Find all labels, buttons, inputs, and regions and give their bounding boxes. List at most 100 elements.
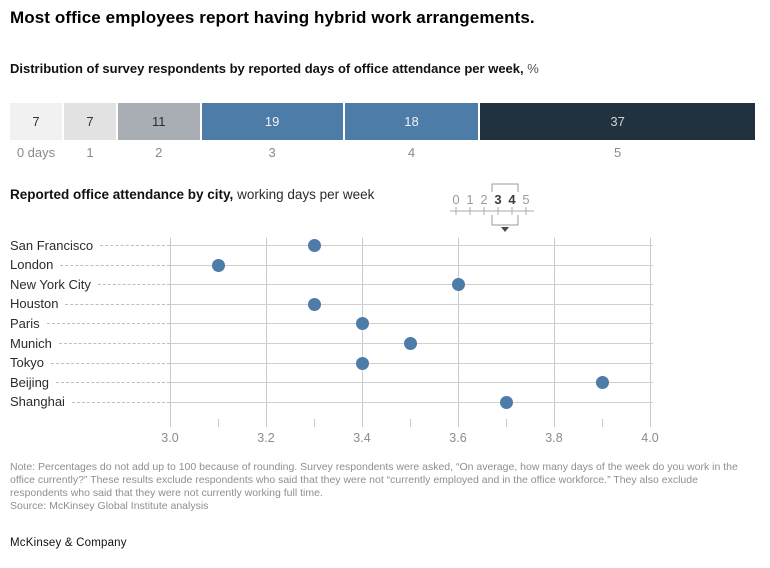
legend-arrow-down-icon bbox=[501, 227, 509, 232]
bar-segment-value: 7 bbox=[86, 114, 94, 129]
leader-dashes bbox=[97, 284, 170, 286]
city-row-label: San Francisco bbox=[10, 237, 170, 253]
row-line bbox=[170, 323, 653, 325]
city-row-label: Paris bbox=[10, 315, 170, 331]
x-tick-label: 3.0 bbox=[161, 431, 179, 445]
leader-dashes bbox=[58, 343, 170, 344]
bar-axis-label: 2 bbox=[155, 144, 163, 160]
x-tick-label: 4.0 bbox=[641, 431, 659, 445]
city-row-label: Shanghai bbox=[10, 394, 170, 410]
city-row-label: New York City bbox=[10, 276, 170, 292]
bar-axis-cell: 1 bbox=[64, 144, 116, 160]
data-point-San-Francisco bbox=[307, 239, 321, 252]
x-minor-tick bbox=[602, 419, 603, 427]
x-gridline bbox=[362, 238, 363, 427]
bar-axis-label: 1 bbox=[86, 144, 94, 160]
city-name: Munich bbox=[10, 335, 52, 351]
dot-chart-heading: Reported office attendance by city, work… bbox=[10, 187, 374, 202]
bar-axis-label: 3 bbox=[268, 144, 276, 160]
x-gridline bbox=[266, 238, 267, 427]
bar-chart-subtitle-text: Distribution of survey respondents by re… bbox=[10, 61, 524, 76]
bar-segment-value: 37 bbox=[610, 114, 625, 129]
bar-segment-value: 7 bbox=[32, 114, 40, 129]
data-point-New-York-City bbox=[451, 278, 465, 292]
legend-number-2: 2 bbox=[480, 192, 487, 207]
bar-segment-value: 19 bbox=[264, 114, 280, 129]
x-minor-tick bbox=[506, 419, 507, 427]
bar-segment-0-days: 7 bbox=[10, 103, 62, 140]
bar-axis-label: 0 days bbox=[16, 144, 56, 160]
row-line bbox=[170, 401, 653, 403]
bar-axis-label: 5 bbox=[614, 144, 622, 160]
city-name: Houston bbox=[10, 296, 59, 312]
city-row-label: Tokyo bbox=[10, 355, 170, 371]
x-minor-tick bbox=[218, 419, 219, 427]
bar-axis-cell: 0 days bbox=[10, 144, 62, 160]
data-point-London bbox=[211, 258, 225, 272]
dot-chart-heading-rest: working days per week bbox=[237, 187, 375, 202]
city-name: Shanghai bbox=[10, 394, 65, 410]
legend-top-bracket bbox=[491, 183, 519, 192]
bar-axis-cell: 2 bbox=[118, 144, 200, 160]
city-name: Beijing bbox=[10, 374, 50, 390]
x-minor-tick bbox=[410, 419, 411, 427]
city-name: London bbox=[10, 257, 54, 273]
bar-chart-subtitle: Distribution of survey respondents by re… bbox=[10, 61, 539, 76]
leader-dashes bbox=[56, 382, 170, 384]
x-tick-label: 3.6 bbox=[449, 431, 467, 445]
x-tick-label: 3.2 bbox=[257, 431, 275, 445]
data-point-Beijing bbox=[595, 376, 609, 390]
x-gridline bbox=[650, 238, 651, 427]
bar-segment-4: 18 bbox=[344, 103, 479, 140]
source-text: Source: McKinsey Global Institute analys… bbox=[10, 500, 209, 512]
data-point-Shanghai bbox=[499, 395, 513, 409]
leader-dashes bbox=[60, 264, 170, 266]
city-row-label: London bbox=[10, 257, 170, 273]
bar-segment-5: 37 bbox=[480, 103, 756, 140]
city-name: New York City bbox=[10, 276, 91, 292]
stacked-bar: 7 7 11 19 18 37 bbox=[10, 103, 756, 140]
bar-axis-cell: 4 bbox=[345, 144, 479, 160]
bar-axis-cell: 5 bbox=[480, 144, 755, 160]
legend-number-4: 4 bbox=[508, 192, 516, 207]
leader-dashes bbox=[65, 303, 170, 305]
x-gridline bbox=[458, 238, 459, 427]
leader-dashes bbox=[46, 323, 170, 325]
row-line bbox=[170, 382, 653, 384]
data-point-Houston bbox=[307, 297, 321, 311]
city-name: Paris bbox=[10, 315, 40, 331]
city-row-label: Munich bbox=[10, 335, 170, 351]
legend-number-3: 3 bbox=[494, 192, 501, 207]
data-point-Munich bbox=[403, 337, 417, 350]
row-line bbox=[170, 362, 653, 364]
leader-dashes bbox=[50, 362, 170, 364]
bar-chart-unit: % bbox=[527, 61, 539, 76]
x-gridline bbox=[554, 238, 555, 427]
legend-number-0: 0 bbox=[452, 192, 459, 207]
data-point-Paris bbox=[355, 317, 369, 331]
legend-number-1: 1 bbox=[466, 192, 473, 207]
city-name: San Francisco bbox=[10, 237, 94, 253]
data-point-Tokyo bbox=[355, 356, 369, 370]
leader-dashes bbox=[71, 401, 170, 403]
bar-segment-3: 19 bbox=[201, 103, 343, 140]
city-name: Tokyo bbox=[10, 355, 44, 371]
stacked-bar-axis: 0 days 1 2 3 4 5 bbox=[10, 144, 755, 160]
x-tick-label: 3.8 bbox=[545, 431, 563, 445]
leader-dashes bbox=[100, 245, 170, 246]
x-minor-tick bbox=[314, 419, 315, 427]
page-title: Most office employees report having hybr… bbox=[10, 8, 535, 27]
legend-number-5: 5 bbox=[522, 192, 529, 207]
bar-axis-cell: 3 bbox=[202, 144, 343, 160]
x-tick-label: 3.4 bbox=[353, 431, 371, 445]
bar-segment-value: 18 bbox=[404, 114, 419, 129]
bar-segment-1: 7 bbox=[63, 103, 116, 140]
city-row-label: Beijing bbox=[10, 374, 170, 390]
row-line bbox=[170, 284, 653, 286]
bar-axis-label: 4 bbox=[407, 144, 416, 160]
footnote-block: Note: Percentages do not add up to 100 b… bbox=[10, 461, 754, 513]
bar-segment-2: 11 bbox=[117, 103, 200, 140]
mckinsey-wordmark: McKinsey & Company bbox=[10, 537, 127, 549]
